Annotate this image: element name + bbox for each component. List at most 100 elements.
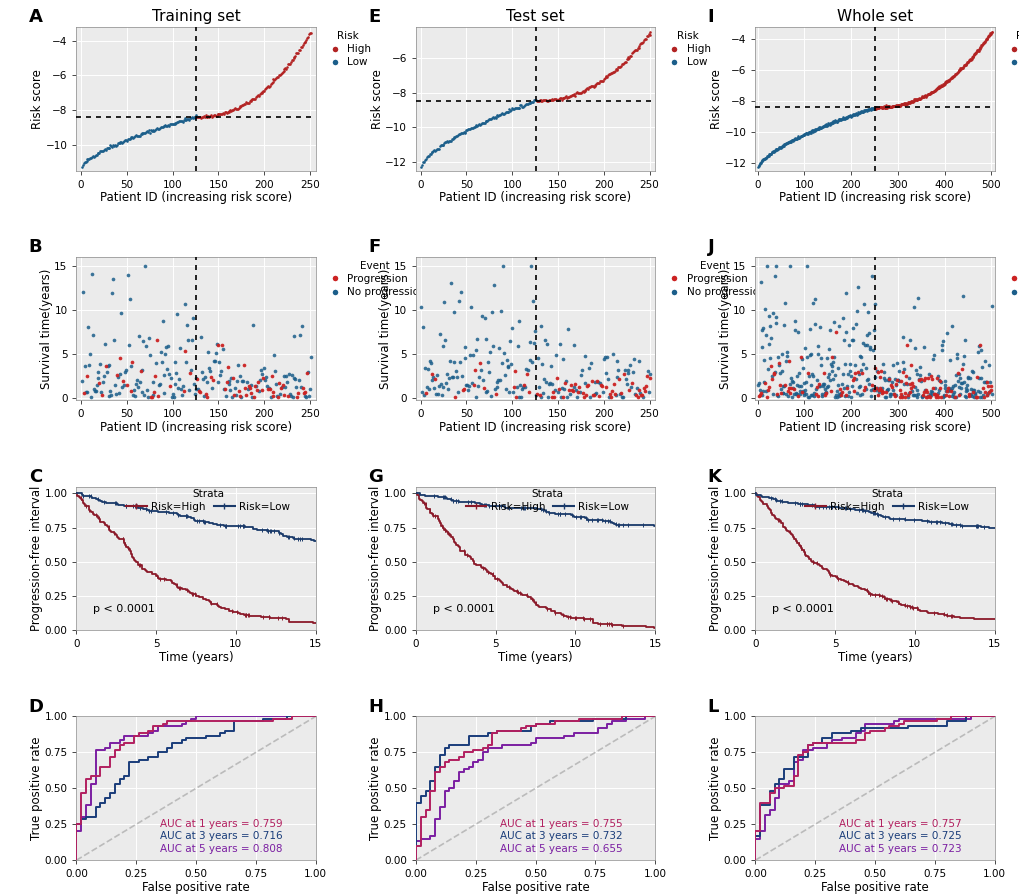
Point <box>590 375 606 390</box>
Point <box>798 127 814 142</box>
Point <box>449 128 466 142</box>
Point <box>954 358 970 372</box>
Point <box>829 113 846 127</box>
Point <box>961 388 977 402</box>
Point <box>431 139 447 153</box>
Point <box>779 389 795 403</box>
Point <box>299 366 315 380</box>
Point <box>440 134 457 148</box>
Point <box>577 82 593 97</box>
Point <box>934 390 951 404</box>
Point <box>847 358 863 372</box>
Point <box>621 383 637 397</box>
Text: AUC at 3 years = 0.732: AUC at 3 years = 0.732 <box>499 831 622 841</box>
Point <box>500 105 517 119</box>
Point <box>958 55 974 69</box>
Point <box>897 96 913 110</box>
Point <box>842 109 858 124</box>
Point <box>979 386 996 401</box>
Point <box>788 386 804 401</box>
Point <box>214 107 230 121</box>
Point <box>964 48 980 63</box>
Point <box>581 80 597 94</box>
Point <box>833 112 849 126</box>
Point <box>165 117 181 132</box>
Point <box>932 79 949 93</box>
Point <box>116 377 132 392</box>
Point <box>298 32 314 47</box>
Point <box>886 372 902 386</box>
Point <box>472 356 488 370</box>
Point <box>767 316 784 331</box>
Point <box>419 150 435 164</box>
Point <box>975 34 991 48</box>
Point <box>915 90 931 104</box>
Point <box>844 321 860 335</box>
Point <box>420 382 436 396</box>
Point <box>822 358 839 372</box>
Point <box>280 56 297 71</box>
Point <box>937 325 954 340</box>
Point <box>817 119 834 134</box>
Point <box>527 323 543 338</box>
Point <box>927 82 944 97</box>
Point <box>913 90 929 104</box>
Point <box>829 378 846 392</box>
Point <box>938 383 955 398</box>
Point <box>760 379 776 393</box>
Point <box>557 89 574 103</box>
Point <box>163 390 179 404</box>
Point <box>482 112 498 126</box>
Point <box>594 73 610 88</box>
Point <box>850 367 866 382</box>
Point <box>830 112 847 126</box>
Point <box>447 364 464 378</box>
Point <box>751 157 767 171</box>
Point <box>199 375 215 389</box>
Point <box>869 366 886 380</box>
Point <box>830 387 847 401</box>
Point <box>464 349 480 363</box>
Point <box>135 385 151 400</box>
Point <box>442 276 459 290</box>
Point <box>962 382 978 396</box>
Point <box>943 70 959 84</box>
Point <box>261 381 277 395</box>
Point <box>919 389 935 403</box>
Point <box>201 361 217 375</box>
Point <box>894 97 910 111</box>
Point <box>809 389 825 403</box>
Point <box>972 39 988 54</box>
Point <box>814 119 830 134</box>
Point <box>570 86 586 100</box>
Point <box>285 371 302 385</box>
Point <box>599 372 615 386</box>
Point <box>528 387 544 401</box>
Point <box>613 390 630 404</box>
Point <box>948 65 964 80</box>
Point <box>228 102 245 116</box>
Text: I: I <box>707 8 713 26</box>
Point <box>908 383 924 397</box>
Point <box>515 99 531 114</box>
Point <box>590 76 606 90</box>
Point <box>513 390 529 404</box>
Point <box>951 388 967 402</box>
Point <box>598 349 614 364</box>
X-axis label: Patient ID (increasing risk score): Patient ID (increasing risk score) <box>779 191 970 204</box>
Point <box>886 387 902 401</box>
Point <box>866 360 882 375</box>
Point <box>757 151 773 166</box>
Point <box>275 368 291 383</box>
Point <box>888 99 904 113</box>
Point <box>528 94 544 108</box>
Point <box>531 93 547 108</box>
Point <box>810 376 826 391</box>
Point <box>588 385 604 400</box>
Point <box>919 389 935 403</box>
Point <box>847 108 863 122</box>
Point <box>545 390 561 404</box>
Point <box>496 107 513 121</box>
Point <box>786 133 802 147</box>
Point <box>974 36 990 50</box>
